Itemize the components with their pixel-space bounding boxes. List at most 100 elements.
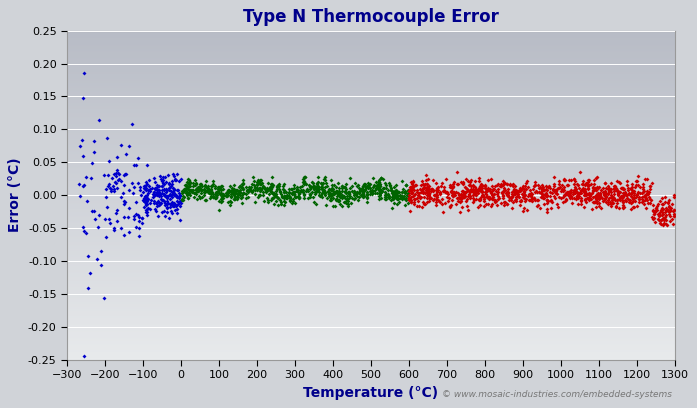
Point (633, 199, 644, 205)
Point (560, 196, 572, 203)
Point (468, 182, 479, 189)
Point (593, 191, 604, 198)
Point (209, 183, 220, 189)
Point (457, 191, 468, 197)
Point (474, 175, 485, 182)
Point (392, 195, 403, 202)
Point (415, 193, 426, 200)
Point (199, 192, 210, 198)
Point (464, 193, 475, 199)
Point (545, 189, 556, 195)
Point (332, 180, 344, 186)
Point (519, 191, 530, 197)
Point (318, 176, 329, 182)
Point (362, 184, 374, 191)
Point (369, 190, 381, 196)
Point (613, 192, 624, 199)
Point (385, 182, 396, 189)
Point (641, 197, 652, 203)
Point (133, 233, 144, 239)
Point (225, 198, 236, 205)
Point (500, 190, 512, 197)
Point (547, 186, 558, 193)
Point (130, 223, 141, 230)
Point (480, 191, 491, 197)
Point (243, 186, 254, 193)
Point (626, 188, 637, 195)
Point (89, 149, 100, 155)
Point (475, 194, 487, 200)
Point (579, 191, 590, 198)
Point (372, 182, 383, 189)
Point (161, 193, 172, 200)
Point (395, 195, 406, 202)
Point (164, 191, 176, 198)
Point (661, 206, 673, 213)
Point (562, 188, 573, 195)
Point (441, 176, 452, 182)
Point (606, 191, 617, 198)
Point (428, 187, 439, 193)
Point (361, 199, 372, 206)
Point (257, 182, 268, 189)
Point (623, 190, 634, 197)
Point (475, 196, 486, 202)
Point (492, 196, 503, 202)
Point (193, 193, 204, 200)
Point (568, 176, 579, 183)
Point (100, 215, 111, 222)
Point (532, 197, 543, 203)
Point (372, 183, 383, 190)
Point (572, 191, 583, 197)
Point (413, 193, 424, 199)
Point (445, 188, 457, 195)
Point (77, 136, 88, 143)
Point (358, 191, 369, 197)
Point (277, 192, 288, 199)
Point (422, 191, 433, 198)
Point (411, 203, 422, 209)
Point (130, 198, 141, 205)
Point (281, 188, 292, 195)
Point (453, 194, 464, 200)
Point (209, 185, 220, 192)
Point (516, 185, 528, 192)
Point (195, 181, 206, 187)
Point (296, 183, 307, 189)
Point (312, 188, 323, 194)
Point (607, 194, 618, 200)
Point (374, 178, 385, 185)
Point (164, 185, 175, 192)
Point (185, 188, 196, 194)
Point (400, 182, 411, 189)
Point (617, 197, 628, 203)
Point (590, 199, 601, 205)
Y-axis label: Error (°C): Error (°C) (8, 158, 22, 233)
Point (481, 193, 492, 200)
Point (172, 198, 183, 204)
Point (526, 195, 537, 201)
Point (181, 183, 192, 189)
Point (574, 192, 585, 199)
Point (89, 216, 100, 223)
Point (344, 188, 355, 195)
Point (213, 190, 224, 197)
Point (254, 177, 266, 184)
Point (226, 194, 237, 201)
Point (221, 190, 232, 197)
Point (464, 191, 475, 197)
Point (220, 193, 231, 200)
Point (84, 270, 95, 276)
Point (443, 194, 454, 201)
Point (327, 186, 338, 192)
Point (228, 192, 239, 198)
Point (193, 187, 204, 194)
Point (389, 195, 400, 201)
Point (505, 182, 516, 188)
Point (107, 175, 118, 181)
Point (348, 196, 360, 202)
Point (475, 187, 487, 194)
Point (622, 185, 633, 191)
Point (345, 175, 356, 181)
Point (469, 191, 480, 197)
